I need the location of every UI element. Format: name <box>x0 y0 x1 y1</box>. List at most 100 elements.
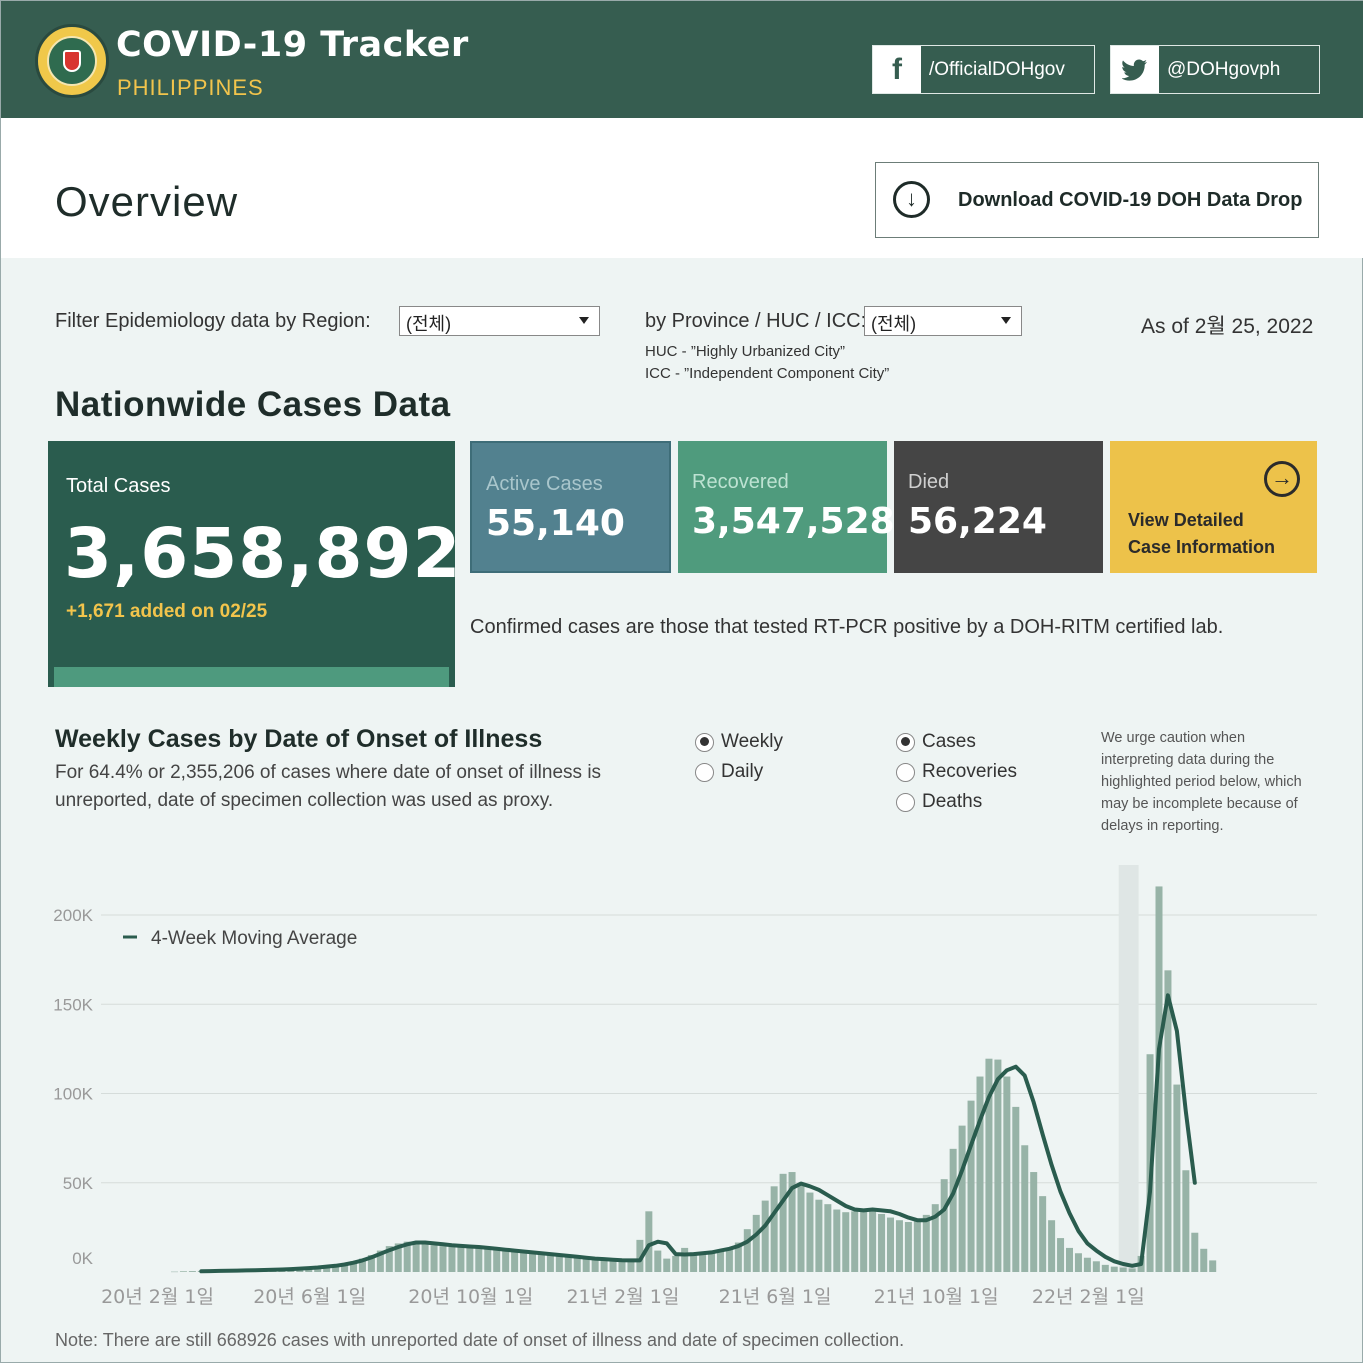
recovered-card: Recovered 3,547,528 <box>678 441 895 573</box>
bar <box>1191 1232 1199 1272</box>
bar <box>179 1271 187 1272</box>
recovered-label: Recovered <box>692 471 789 493</box>
bar <box>341 1263 349 1272</box>
bar <box>1209 1260 1217 1272</box>
bar <box>842 1212 850 1272</box>
bar <box>958 1125 966 1272</box>
bar <box>797 1184 805 1272</box>
y-tick-label: 50K <box>63 1174 94 1193</box>
bar <box>949 1148 957 1272</box>
bar <box>752 1214 760 1272</box>
radio-cases[interactable]: Cases <box>896 731 976 753</box>
nationwide-title: Nationwide Cases Data <box>55 385 451 424</box>
app-subtitle: PHILIPPINES <box>117 75 264 100</box>
bar <box>716 1250 724 1272</box>
died-value: 56,224 <box>908 501 1047 542</box>
bar <box>609 1260 617 1272</box>
x-tick-label: 20년 10월 1일 <box>408 1286 533 1308</box>
bar <box>672 1255 680 1272</box>
bar <box>708 1252 715 1272</box>
bar <box>922 1214 930 1272</box>
bar <box>1110 1266 1118 1272</box>
bar <box>976 1076 984 1272</box>
twitter-icon <box>1111 46 1159 93</box>
bar <box>824 1204 832 1272</box>
bar <box>502 1250 510 1272</box>
active-cases-label: Active Cases <box>486 473 603 495</box>
bar <box>985 1058 993 1272</box>
download-data-button[interactable]: ↓ Download COVID-19 DOH Data Drop <box>875 162 1319 238</box>
active-cases-card: Active Cases 55,140 <box>470 441 671 573</box>
bar <box>457 1246 465 1272</box>
bar <box>681 1247 689 1272</box>
radio-cases-label: Cases <box>922 731 976 752</box>
bar <box>573 1257 581 1272</box>
facebook-link[interactable]: f /OfficialDOHgov <box>872 45 1095 94</box>
bar <box>645 1211 653 1272</box>
weekly-cases-chart: 200K 150K 100K 50K 0K 20년 2월 1일 20년 6월 1일 20년 … <box>53 865 1317 1308</box>
radio-recoveries-label: Recoveries <box>922 761 1018 782</box>
bar <box>412 1242 420 1272</box>
bar <box>699 1253 707 1272</box>
chevron-down-icon <box>579 317 589 324</box>
download-icon: ↓ <box>893 181 930 218</box>
bar <box>967 1100 975 1272</box>
bar <box>1003 1076 1011 1272</box>
bar <box>1048 1220 1056 1272</box>
bar <box>654 1250 662 1272</box>
header: COVID-19 Tracker PHILIPPINES f /Official… <box>1 1 1363 118</box>
total-cases-label: Total Cases <box>66 475 171 497</box>
bar <box>520 1252 528 1272</box>
as-of-date: As of 2월 25, 2022 <box>1141 315 1314 338</box>
bar <box>895 1220 903 1272</box>
bar <box>779 1173 787 1272</box>
bar <box>994 1059 1002 1272</box>
province-select[interactable]: (전체) <box>864 306 1022 336</box>
bar <box>1083 1257 1091 1272</box>
radio-recoveries[interactable]: Recoveries <box>896 761 1017 783</box>
bar <box>385 1246 393 1272</box>
bar <box>743 1229 751 1272</box>
bar <box>860 1211 868 1272</box>
bar <box>869 1210 877 1272</box>
bar <box>537 1254 545 1272</box>
region-select[interactable]: (전체) <box>399 306 600 336</box>
region-filter-label: Filter Epidemiology data by Region: <box>55 310 371 332</box>
radio-weekly[interactable]: Weekly <box>695 731 783 753</box>
y-tick-label: 150K <box>53 995 93 1014</box>
bar <box>421 1244 429 1272</box>
view-detailed-button[interactable]: → View Detailed Case Information <box>1110 441 1317 573</box>
detail-line2: Case Information <box>1128 537 1276 557</box>
confirmed-note: Confirmed cases are those that tested RT… <box>470 616 1224 638</box>
radio-weekly-label: Weekly <box>721 731 783 752</box>
page-title: Overview <box>55 178 239 225</box>
bar <box>1101 1264 1109 1272</box>
y-tick-label: 100K <box>53 1085 93 1104</box>
recovered-value: 3,547,528 <box>692 501 895 542</box>
bar <box>734 1242 742 1272</box>
total-cases-accent-bar <box>54 667 449 687</box>
bar <box>394 1243 402 1272</box>
bar <box>1128 1268 1136 1272</box>
province-filter-label: by Province / HUC / ICC: <box>645 310 867 332</box>
x-tick-label: 21년 2월 1일 <box>566 1286 679 1308</box>
weekly-chart-subtitle: For 64.4% or 2,355,206 of cases where da… <box>55 762 602 811</box>
legend-label: 4-Week Moving Average <box>151 928 357 949</box>
bar <box>913 1219 921 1272</box>
radio-daily[interactable]: Daily <box>695 761 763 783</box>
radio-deaths[interactable]: Deaths <box>896 791 982 813</box>
facebook-icon: f <box>873 46 921 93</box>
radio-cases-dot <box>896 732 915 752</box>
incomplete-period-highlight <box>1118 865 1139 1272</box>
bar <box>1021 1145 1029 1272</box>
bar <box>600 1259 608 1272</box>
caution-note: We urge caution when interpreting data d… <box>1101 730 1302 834</box>
bar <box>511 1251 519 1272</box>
bar <box>332 1264 340 1272</box>
bar <box>1164 970 1172 1272</box>
twitter-link[interactable]: @DOHgovph <box>1110 45 1320 94</box>
bar <box>188 1271 196 1272</box>
bar <box>851 1211 859 1272</box>
app-title: COVID-19 Tracker <box>116 25 469 65</box>
overview-band: Overview ↓ Download COVID-19 DOH Data Dr… <box>1 118 1363 258</box>
